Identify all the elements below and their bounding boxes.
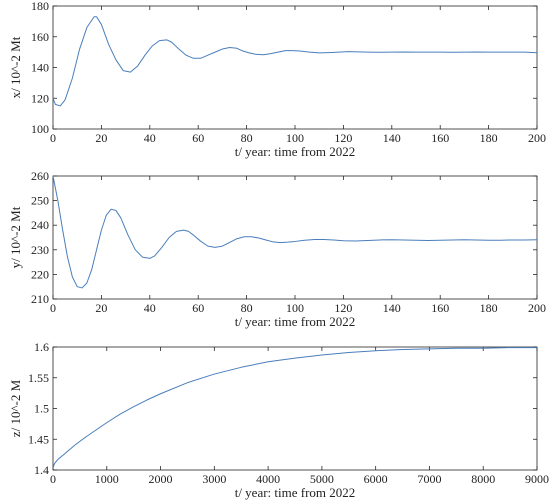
axes-box bbox=[52, 175, 538, 300]
y-tick-label: 120 bbox=[31, 91, 49, 105]
y-tick-label: 1.6 bbox=[34, 340, 49, 354]
x-tick-label: 4000 bbox=[256, 472, 280, 486]
y-tick-label: 260 bbox=[31, 169, 49, 183]
x-tick-label: 60 bbox=[192, 301, 204, 315]
y-tick-label: 1.5 bbox=[34, 402, 49, 416]
x-tick-label: 140 bbox=[383, 301, 401, 315]
x-tick-label: 2000 bbox=[149, 472, 173, 486]
x-tick-label: 40 bbox=[144, 301, 156, 315]
x-tick-label: 180 bbox=[480, 301, 498, 315]
chart-panel-2: 0 20 40 60 80 100 120 140 160 180 200 210 220 230 240 2… bbox=[8, 169, 546, 329]
y-tick-label: 1.55 bbox=[28, 371, 49, 385]
x-tick-label: 140 bbox=[383, 131, 401, 145]
series-line bbox=[52, 175, 538, 289]
y-tick-label: 240 bbox=[31, 218, 49, 232]
x-tick-label: 40 bbox=[144, 131, 156, 145]
x-axis-label: t/ year: time from 2022 bbox=[235, 314, 356, 329]
x-tick-label: 120 bbox=[334, 131, 352, 145]
series-line bbox=[52, 347, 537, 469]
y-tick-label: 180 bbox=[31, 0, 49, 13]
y-tick-label: 1.4 bbox=[34, 463, 49, 477]
chart-panel-3: 0 1000 2000 3000 4000 5000 6000 7000 8000 9000 1.4… bbox=[8, 340, 549, 500]
x-tick-label: 100 bbox=[286, 131, 304, 145]
series-line bbox=[52, 16, 538, 107]
x-tick-label: 6000 bbox=[364, 472, 388, 486]
x-tick-label: 180 bbox=[480, 131, 498, 145]
x-tick-label: 0 bbox=[50, 472, 56, 486]
x-tick-label: 200 bbox=[528, 131, 546, 145]
x-tick-label: 120 bbox=[334, 301, 352, 315]
x-tick-label: 20 bbox=[95, 131, 107, 145]
x-tick-label: 1000 bbox=[95, 472, 119, 486]
axes-box bbox=[52, 5, 538, 130]
x-tick-label: 160 bbox=[431, 301, 449, 315]
x-tick-label: 60 bbox=[192, 131, 204, 145]
y-tick-label: 230 bbox=[31, 243, 49, 257]
axes-box bbox=[52, 346, 538, 471]
y-axis-label: y/ 10^-2 Mt bbox=[8, 206, 23, 268]
x-tick-label: 200 bbox=[528, 301, 546, 315]
x-tick-label: 3000 bbox=[202, 472, 226, 486]
x-axis-label: t/ year: time from 2022 bbox=[235, 485, 356, 500]
y-axis-label: x/ 10^-2 Mt bbox=[8, 36, 23, 98]
y-tick-label: 220 bbox=[31, 267, 49, 281]
y-tick-label: 160 bbox=[31, 30, 49, 44]
y-tick-label: 100 bbox=[31, 122, 49, 136]
x-tick-label: 5000 bbox=[310, 472, 334, 486]
x-tick-label: 20 bbox=[95, 301, 107, 315]
y-tick-label: 1.45 bbox=[28, 432, 49, 446]
y-axis-label: z/ 10^-2 M bbox=[8, 379, 23, 437]
y-tick-label: 210 bbox=[31, 292, 49, 306]
x-tick-label: 0 bbox=[50, 131, 56, 145]
y-tick-label: 250 bbox=[31, 194, 49, 208]
x-tick-label: 8000 bbox=[471, 472, 495, 486]
x-tick-label: 80 bbox=[241, 131, 253, 145]
y-tick-label: 140 bbox=[31, 61, 49, 75]
x-tick-label: 9000 bbox=[525, 472, 549, 486]
chart-panel-1: 0 20 40 60 80 100 120 140 160 180 200 100 120 140 160 1… bbox=[8, 0, 546, 159]
x-tick-label: 7000 bbox=[417, 472, 441, 486]
x-tick-label: 160 bbox=[431, 131, 449, 145]
x-axis-label: t/ year: time from 2022 bbox=[235, 144, 356, 159]
x-tick-label: 0 bbox=[50, 301, 56, 315]
x-tick-label: 80 bbox=[241, 301, 253, 315]
x-tick-label: 100 bbox=[286, 301, 304, 315]
